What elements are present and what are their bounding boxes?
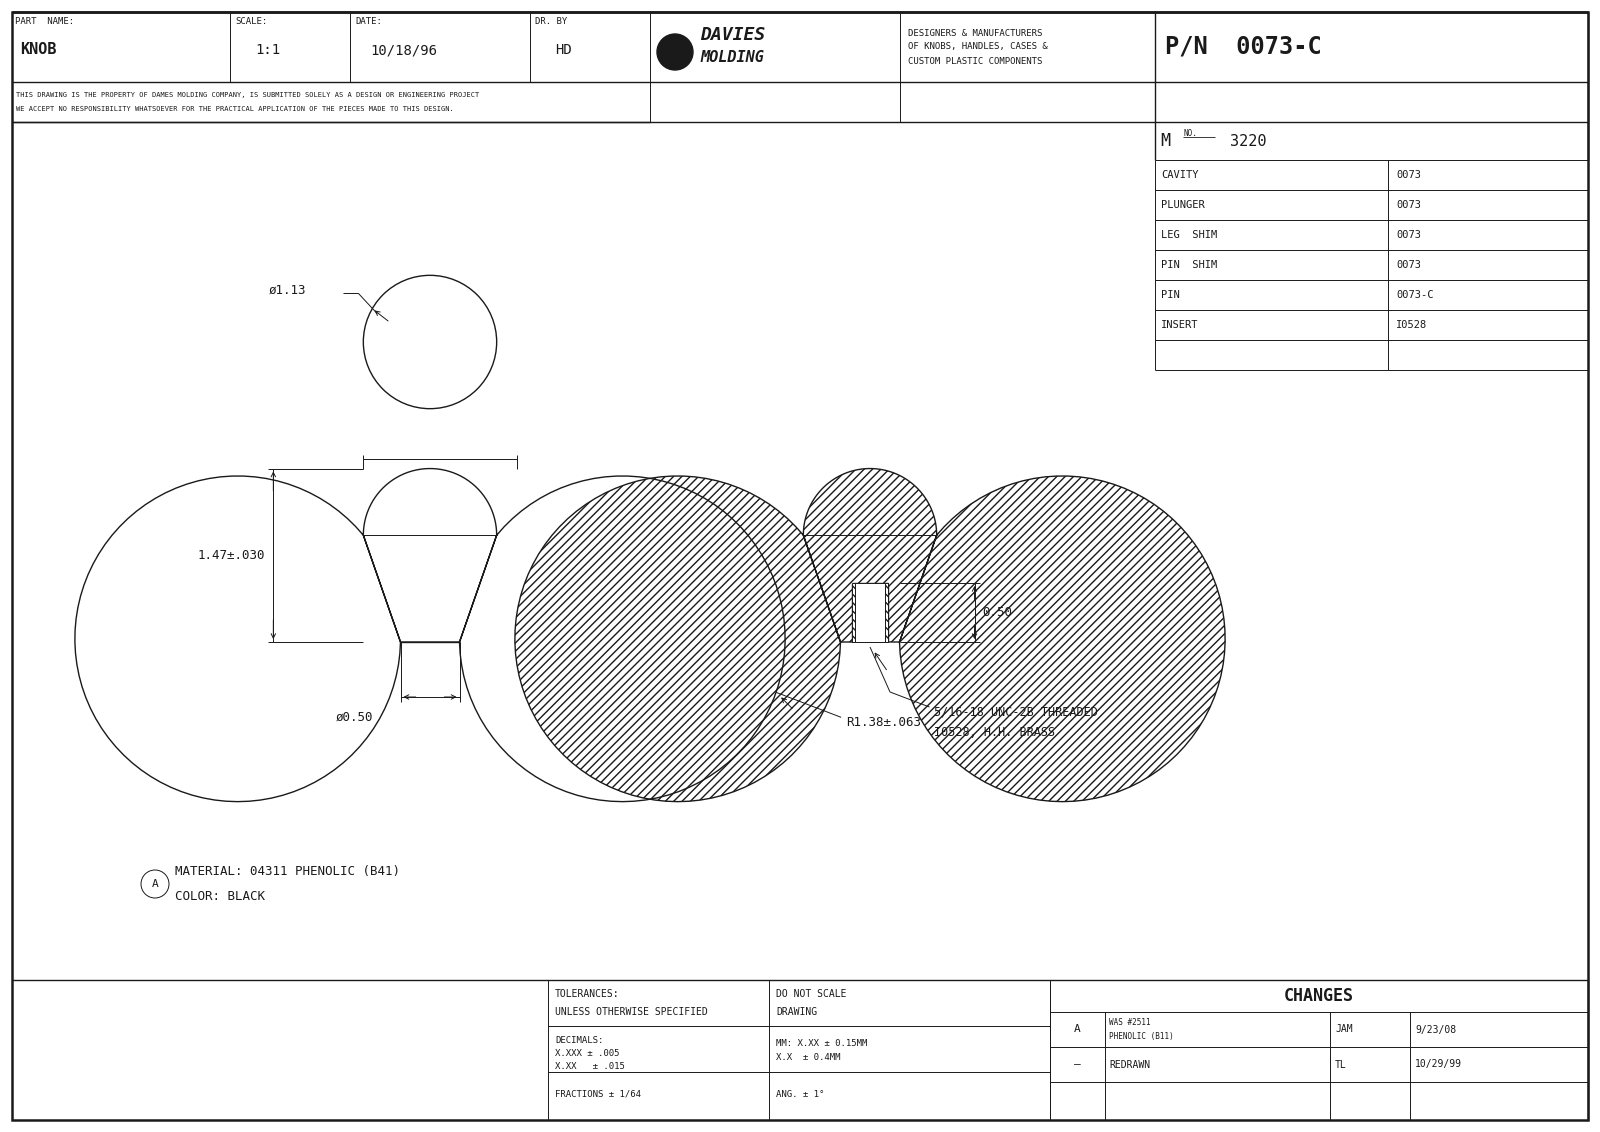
Text: P/N  0073-C: P/N 0073-C	[1165, 35, 1322, 59]
Text: PART  NAME:: PART NAME:	[14, 17, 74, 26]
Text: 0073: 0073	[1395, 260, 1421, 271]
Text: MOLDING: MOLDING	[701, 50, 763, 65]
Text: R1.38±.063: R1.38±.063	[846, 715, 922, 729]
Text: –: –	[1074, 1060, 1082, 1070]
Text: DECIMALS:: DECIMALS:	[555, 1036, 603, 1045]
Text: 10/29/99: 10/29/99	[1414, 1060, 1462, 1070]
Text: UNLESS OTHERWISE SPECIFIED: UNLESS OTHERWISE SPECIFIED	[555, 1007, 707, 1017]
Text: 0073-C: 0073-C	[1395, 290, 1434, 300]
Text: PIN: PIN	[1162, 290, 1179, 300]
Text: 3220: 3220	[1230, 134, 1267, 148]
Text: FRACTIONS ± 1/64: FRACTIONS ± 1/64	[555, 1090, 642, 1099]
Text: CUSTOM PLASTIC COMPONENTS: CUSTOM PLASTIC COMPONENTS	[909, 57, 1042, 66]
Text: DR. BY: DR. BY	[534, 17, 568, 26]
Text: ANG. ± 1°: ANG. ± 1°	[776, 1090, 824, 1099]
Text: REDRAWN: REDRAWN	[1109, 1060, 1150, 1070]
Text: CHANGES: CHANGES	[1283, 987, 1354, 1005]
Text: PLUNGER: PLUNGER	[1162, 200, 1205, 211]
Text: ø1.13: ø1.13	[269, 284, 306, 297]
Text: I0528, H.H. BRASS: I0528, H.H. BRASS	[934, 726, 1056, 738]
Circle shape	[658, 34, 693, 70]
Text: DAVIES: DAVIES	[701, 26, 765, 44]
Text: X.X  ± 0.4MM: X.X ± 0.4MM	[776, 1053, 840, 1062]
Text: TOLERANCES:: TOLERANCES:	[555, 989, 619, 1000]
Text: DRAWING: DRAWING	[776, 1007, 818, 1017]
Text: 9/23/08: 9/23/08	[1414, 1024, 1456, 1035]
Text: WAS #2511: WAS #2511	[1109, 1018, 1150, 1027]
Text: 1:1: 1:1	[254, 43, 280, 57]
Text: OF KNOBS, HANDLES, CASES &: OF KNOBS, HANDLES, CASES &	[909, 43, 1048, 51]
Bar	[851, 583, 888, 642]
Polygon shape	[75, 469, 786, 801]
Text: A: A	[1074, 1024, 1082, 1035]
Text: LEG  SHIM: LEG SHIM	[1162, 230, 1218, 240]
Text: NO.: NO.	[1182, 129, 1197, 137]
Text: M: M	[1160, 132, 1170, 151]
Text: JAM: JAM	[1334, 1024, 1352, 1035]
Text: KNOB: KNOB	[19, 43, 56, 58]
Text: 1.47±.030: 1.47±.030	[198, 549, 266, 561]
Text: SCALE:: SCALE:	[235, 17, 267, 26]
Text: WE ACCEPT NO RESPONSIBILITY WHATSOEVER FOR THE PRACTICAL APPLICATION OF THE PIEC: WE ACCEPT NO RESPONSIBILITY WHATSOEVER F…	[16, 106, 454, 112]
Text: TL: TL	[1334, 1060, 1347, 1070]
Text: X.XX   ± .015: X.XX ± .015	[555, 1062, 626, 1071]
Text: HD: HD	[555, 43, 571, 57]
Text: 0.50: 0.50	[982, 606, 1013, 619]
Text: CAVITY: CAVITY	[1162, 170, 1198, 180]
Text: X.XXX ± .005: X.XXX ± .005	[555, 1049, 619, 1057]
Text: 0073: 0073	[1395, 230, 1421, 240]
Text: 0073: 0073	[1395, 170, 1421, 180]
Text: DO NOT SCALE: DO NOT SCALE	[776, 989, 846, 1000]
Text: MM: X.XX ± 0.15MM: MM: X.XX ± 0.15MM	[776, 1039, 867, 1048]
Bar	[856, 583, 885, 642]
Text: 10/18/96: 10/18/96	[370, 43, 437, 57]
Text: MATERIAL: 04311 PHENOLIC (B41): MATERIAL: 04311 PHENOLIC (B41)	[174, 866, 400, 878]
Text: I0528: I0528	[1395, 320, 1427, 331]
Text: THIS DRAWING IS THE PROPERTY OF DAMES MOLDING COMPANY, IS SUBMITTED SOLELY AS A : THIS DRAWING IS THE PROPERTY OF DAMES MO…	[16, 92, 480, 98]
Text: ø0.50: ø0.50	[336, 711, 373, 723]
Text: PHENOLIC (B11): PHENOLIC (B11)	[1109, 1032, 1174, 1041]
Text: INSERT: INSERT	[1162, 320, 1198, 331]
Text: 0073: 0073	[1395, 200, 1421, 211]
Text: A: A	[152, 880, 158, 889]
Text: PIN  SHIM: PIN SHIM	[1162, 260, 1218, 271]
Text: COLOR: BLACK: COLOR: BLACK	[174, 890, 266, 902]
Text: DATE:: DATE:	[355, 17, 382, 26]
Text: DESIGNERS & MANUFACTURERS: DESIGNERS & MANUFACTURERS	[909, 28, 1042, 37]
Text: 5/16-18 UNC-2B THREADED: 5/16-18 UNC-2B THREADED	[934, 705, 1098, 719]
